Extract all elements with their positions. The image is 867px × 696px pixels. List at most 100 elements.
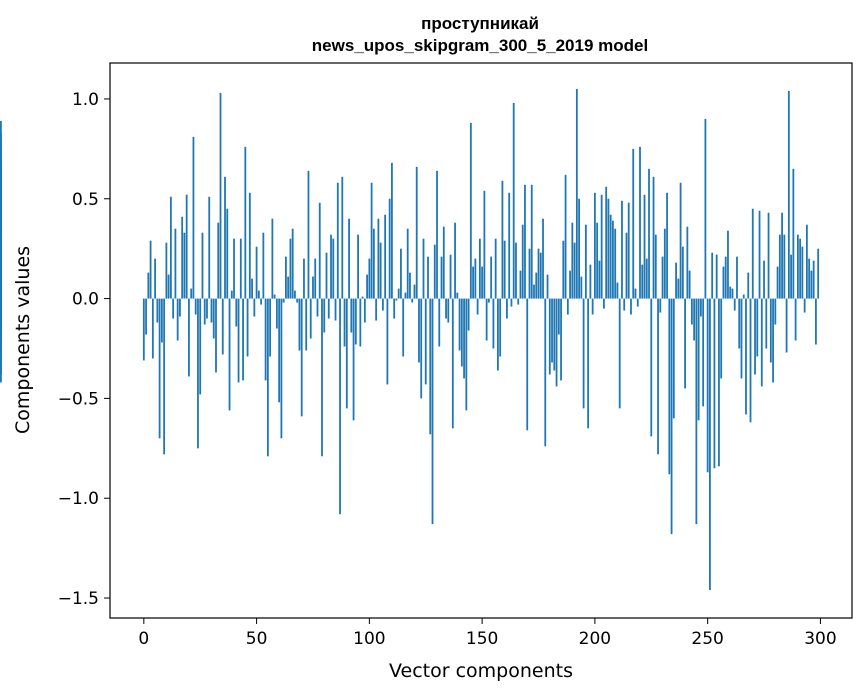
bar-56 <box>269 298 272 357</box>
bar-293 <box>803 298 806 313</box>
bar-104 <box>377 218 380 299</box>
bar-42 <box>237 298 240 383</box>
bar-48 <box>251 278 253 299</box>
bar-54 <box>264 298 267 381</box>
bar-152 <box>485 298 488 341</box>
bar-292 <box>801 246 804 299</box>
bar-33 <box>217 222 220 299</box>
bar-275 <box>763 260 765 299</box>
bar-96 <box>359 298 362 347</box>
x-tick-label: 100 <box>353 629 385 649</box>
bar-15 <box>176 298 179 341</box>
bar-53 <box>262 232 265 299</box>
bar-259 <box>727 230 729 299</box>
bar-196 <box>584 224 587 299</box>
bar-173 <box>533 284 535 299</box>
bar-78 <box>318 202 321 299</box>
bar-145 <box>469 122 472 299</box>
bar-92 <box>350 298 353 333</box>
bar-171 <box>528 248 531 299</box>
bar-47 <box>248 192 251 299</box>
bar-60 <box>278 298 281 403</box>
bar-107 <box>384 214 387 299</box>
bar-138 <box>454 222 456 299</box>
bar-34 <box>219 92 222 299</box>
bar-210 <box>616 282 619 299</box>
bar-166 <box>517 298 520 305</box>
bar-164 <box>512 102 515 299</box>
bar-247 <box>699 298 702 317</box>
bar-5 <box>154 258 156 299</box>
bar-195 <box>582 298 585 409</box>
plot-frame <box>109 62 853 619</box>
bar-109 <box>388 198 391 299</box>
bar-184 <box>557 298 560 335</box>
bar-150 <box>481 266 484 299</box>
bar-113 <box>397 288 400 299</box>
bar-212 <box>621 200 623 299</box>
bar-294 <box>805 224 808 299</box>
bar-129 <box>433 244 436 299</box>
bar-266 <box>742 294 745 299</box>
bar-117 <box>406 228 409 299</box>
bar-68 <box>296 298 299 303</box>
bar-220 <box>639 146 641 299</box>
bar-297 <box>812 260 815 299</box>
bar-226 <box>652 176 655 299</box>
bar-137 <box>451 298 454 429</box>
bar-81 <box>325 252 328 299</box>
bar-35 <box>221 298 224 355</box>
bar-127 <box>429 298 432 435</box>
bar-97 <box>361 296 364 299</box>
bar-254 <box>715 254 718 299</box>
bar-267 <box>745 298 747 415</box>
bar-223 <box>645 258 648 299</box>
bar-94 <box>354 298 357 345</box>
bar-38 <box>228 298 231 411</box>
bar-100 <box>368 258 371 299</box>
bar-89 <box>343 298 346 347</box>
bar-61 <box>280 298 283 439</box>
bar-2 <box>147 272 150 299</box>
bar-284 <box>783 234 786 299</box>
bar-161 <box>506 298 508 319</box>
bar-188 <box>566 298 569 315</box>
bar-227 <box>654 234 657 299</box>
bar-63 <box>285 256 287 299</box>
bar-248 <box>702 298 705 407</box>
bar-238 <box>679 182 682 299</box>
bar-273 <box>758 210 761 299</box>
bar-101 <box>370 182 373 299</box>
bar-87 <box>339 298 341 515</box>
chart-title: проступникай <box>421 14 539 33</box>
bar-175 <box>537 248 540 299</box>
bar-119 <box>411 298 414 303</box>
bar-286 <box>787 90 790 299</box>
x-tick-label: 250 <box>691 629 723 649</box>
bar-239 <box>681 246 684 299</box>
bar-249 <box>704 118 707 299</box>
bar-221 <box>641 264 644 299</box>
bar-269 <box>749 298 752 423</box>
bar-245 <box>695 298 698 525</box>
bar-83 <box>330 234 332 299</box>
bar-41 <box>235 298 238 327</box>
bar-187 <box>564 174 567 299</box>
bar-270 <box>751 208 754 299</box>
bar-77 <box>316 298 319 317</box>
bar-278 <box>769 298 772 363</box>
bar-192 <box>575 88 578 299</box>
bar-219 <box>636 298 639 307</box>
bar-253 <box>713 298 716 469</box>
y-tick-label: 1.0 <box>72 90 99 110</box>
bar-280 <box>774 298 777 325</box>
bar-undefined <box>0 238 2 299</box>
bar-40 <box>233 238 235 299</box>
bar-50 <box>255 246 258 299</box>
bar-37 <box>226 208 229 299</box>
bar-142 <box>463 298 465 379</box>
bar-276 <box>765 298 768 349</box>
bar-218 <box>634 288 637 299</box>
bar-17 <box>181 216 184 299</box>
